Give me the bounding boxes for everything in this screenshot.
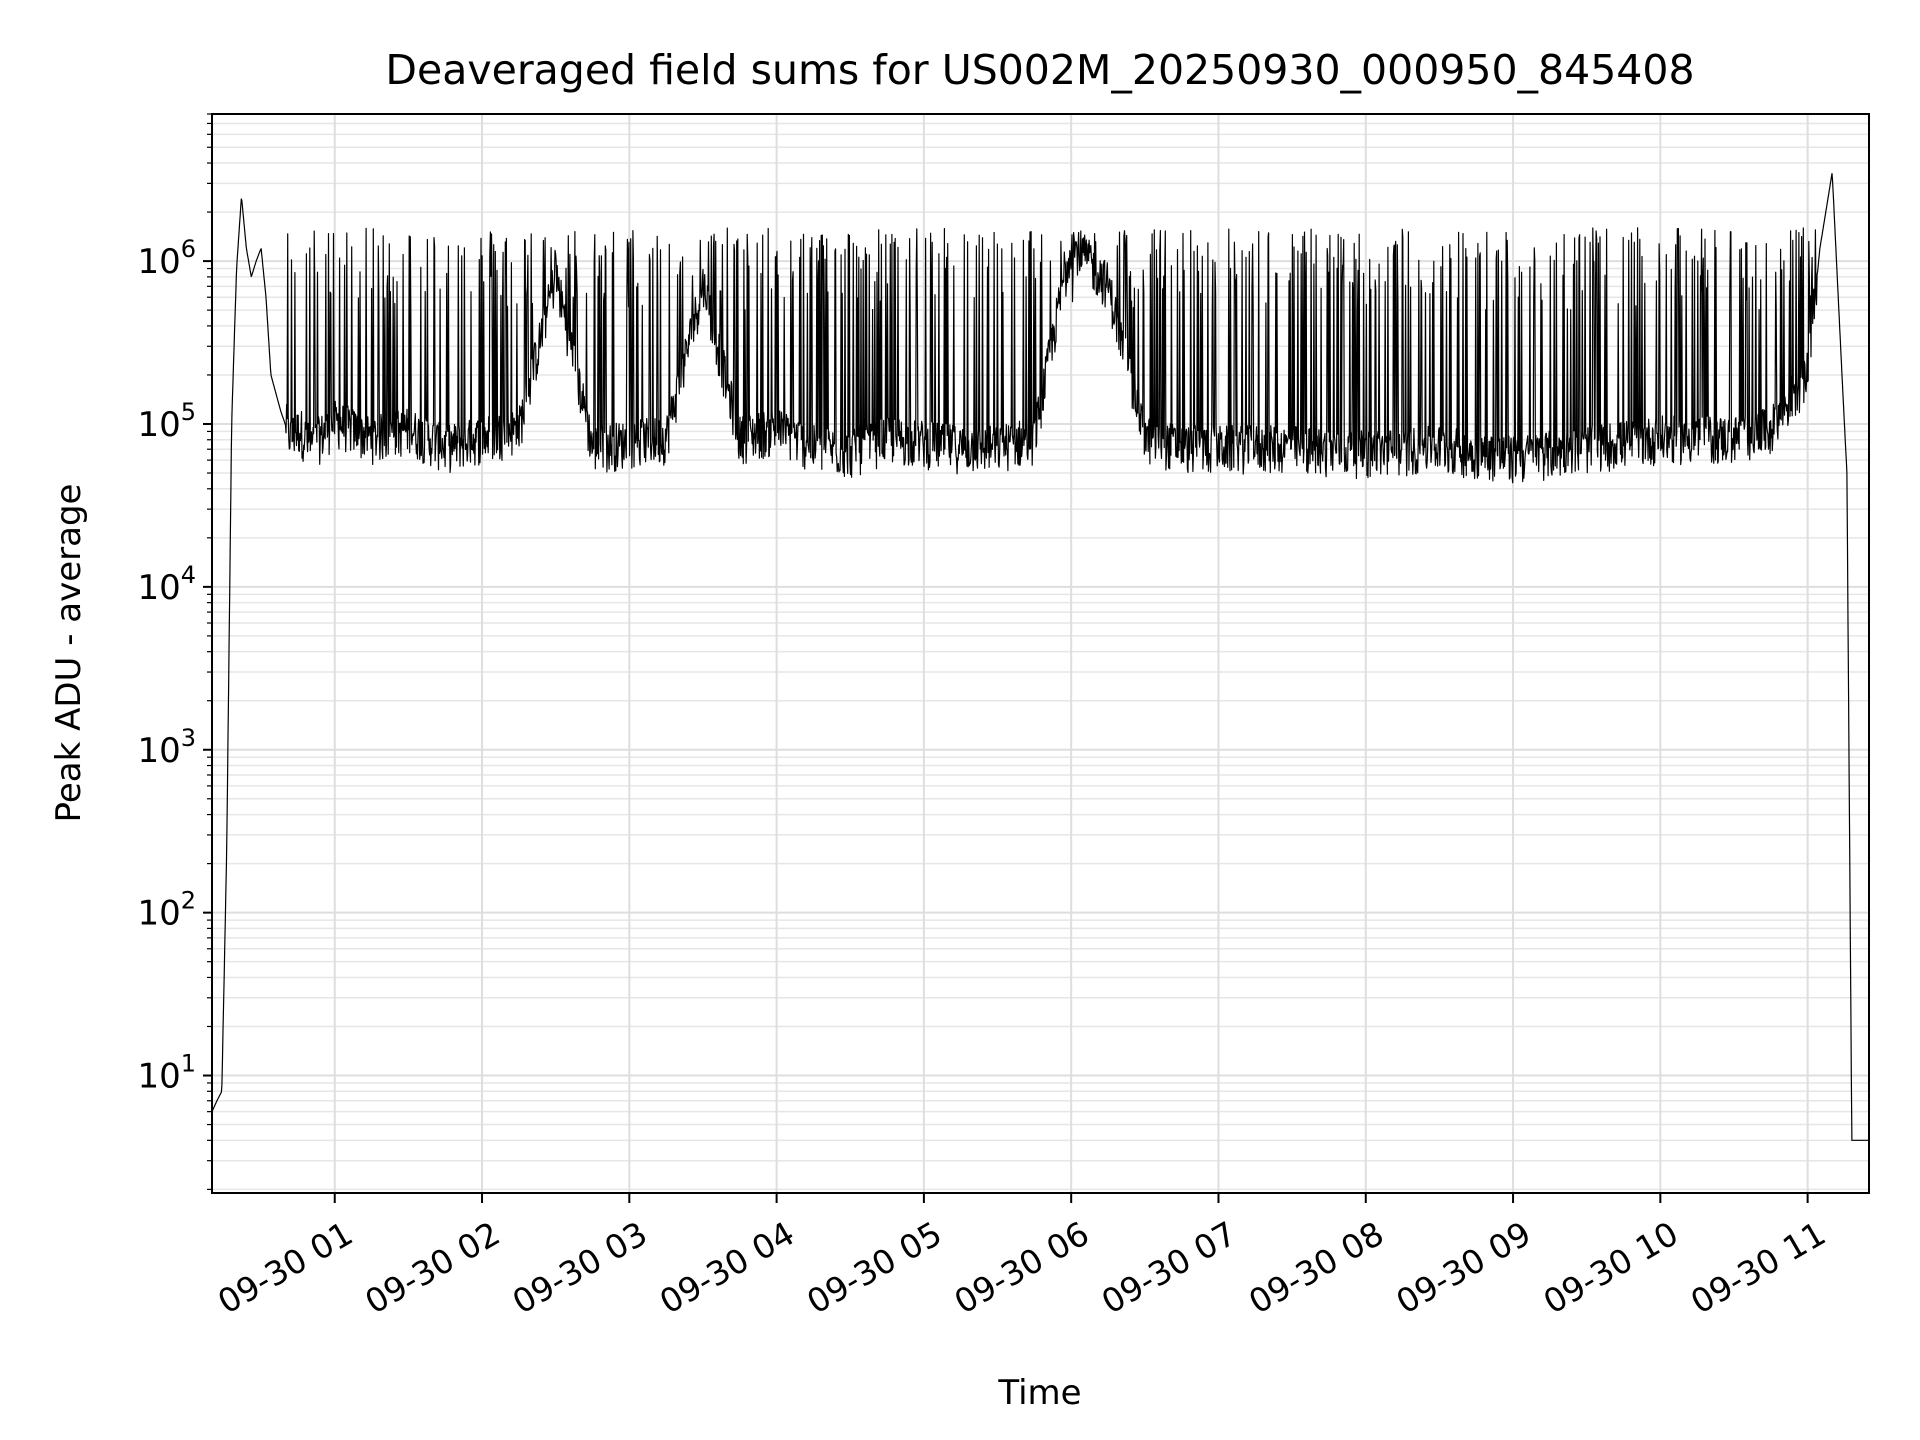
- plot-frame: [211, 113, 1870, 1194]
- y-tick-label: 106: [137, 235, 196, 282]
- y-tick-label: 101: [137, 1050, 196, 1097]
- series-line: [211, 173, 1869, 1141]
- chart-title: Deaveraged field sums for US002M_2025093…: [385, 46, 1694, 94]
- y-tick-labels: 101 102 103 104 105 106: [137, 235, 196, 1096]
- plot-area: [211, 173, 1869, 1141]
- y-axis-label: Peak ADU - average: [49, 484, 89, 823]
- x-axis-label: Time: [997, 1373, 1081, 1413]
- ticks: [203, 113, 1809, 1203]
- y-tick-label: 102: [137, 887, 196, 934]
- y-tick-label: 104: [137, 561, 196, 608]
- y-tick-label: 103: [137, 724, 196, 771]
- y-tick-label: 105: [137, 398, 196, 445]
